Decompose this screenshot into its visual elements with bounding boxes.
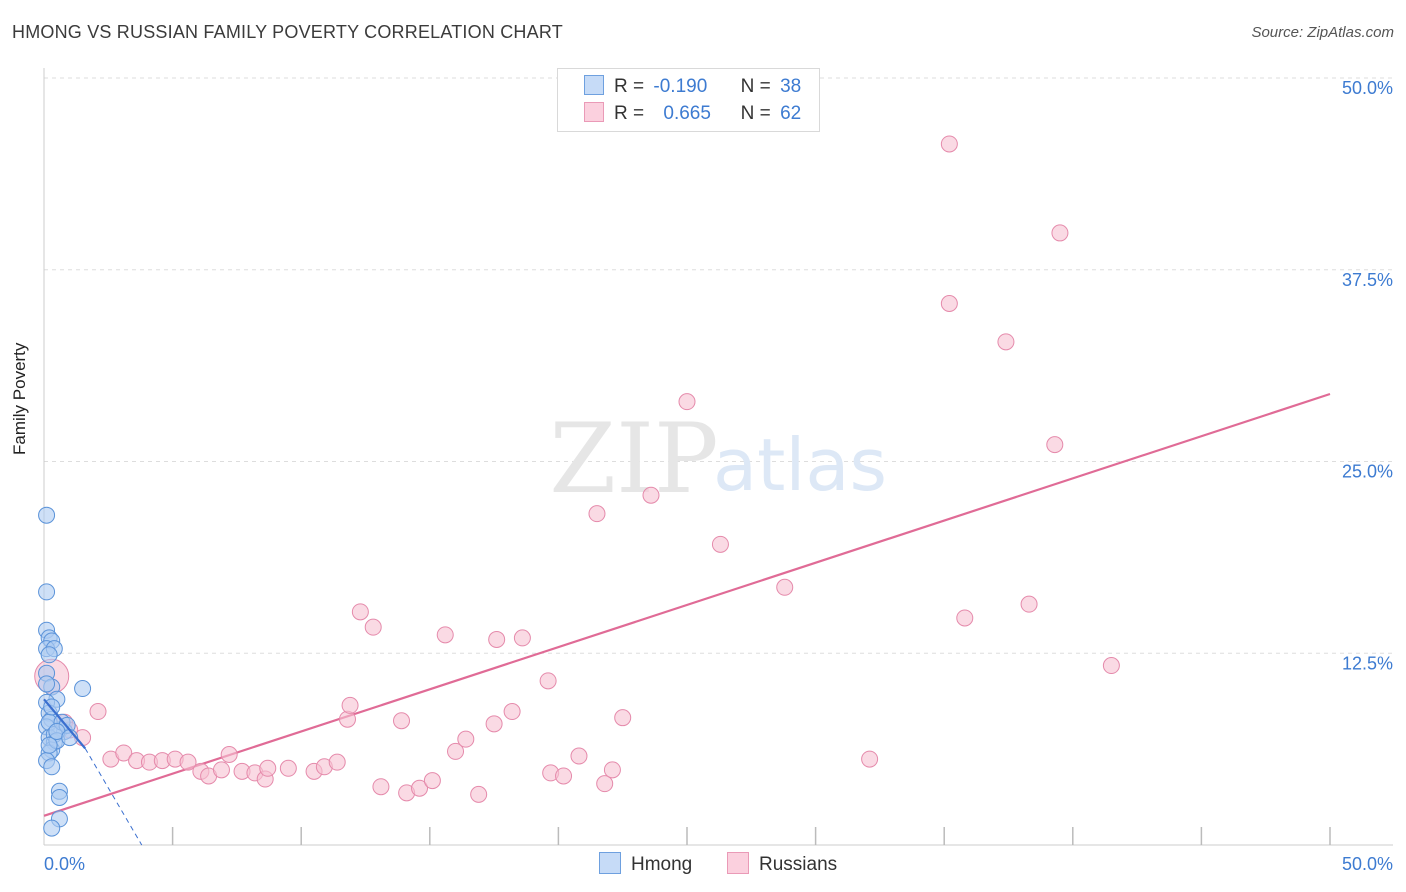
russians-point [539, 672, 557, 690]
russians-point [259, 759, 277, 777]
russians-point [220, 745, 238, 763]
x-tick-label: 50.0% [1342, 854, 1393, 874]
russians-point [488, 630, 506, 648]
russians-point [711, 535, 729, 553]
russians-point [328, 753, 346, 771]
russians-point [1020, 595, 1038, 613]
hmong-point [40, 736, 58, 754]
russians-point [1046, 436, 1064, 454]
russians-point [341, 696, 359, 714]
russians-point [997, 333, 1015, 351]
watermark-atlas: atlas [713, 423, 887, 507]
russians-point [485, 715, 503, 733]
russians-point [115, 744, 133, 762]
chart-title: HMONG VS RUSSIAN FAMILY POVERTY CORRELAT… [12, 22, 563, 42]
hmong-trend-line [43, 698, 86, 750]
russians-legend-swatch [727, 852, 749, 874]
hmong-point [38, 675, 56, 693]
russians-swatch [584, 102, 604, 122]
x-tick-label: 0.0% [44, 854, 85, 874]
legend-n-label: N = [740, 76, 771, 97]
legend-n-value-hmong: 38 [780, 76, 802, 97]
bottom-legend-hmong: Hmong [599, 852, 692, 876]
axes [43, 68, 1393, 846]
russians-point [457, 730, 475, 748]
hmong-point [43, 758, 61, 776]
hmong-legend-swatch [599, 852, 621, 874]
correlation-legend: R = -0.190 N = 38 R = 0.665 N = 62 [557, 68, 820, 132]
russians-point [940, 135, 958, 153]
russians-point [503, 703, 521, 721]
russians-point [423, 772, 441, 790]
legend-n-label: N = [740, 103, 771, 124]
hmong-point [38, 506, 56, 524]
hmong-trend [43, 698, 143, 846]
russians-point [614, 709, 632, 727]
russians-point [470, 785, 488, 803]
legend-r-value-russians: 0.665 [663, 103, 711, 124]
russians-point [364, 618, 382, 636]
watermark: ZIP atlas [549, 403, 887, 515]
bottom-legend-russians: Russians [727, 852, 837, 876]
legend-row-russians: R = 0.665 N = 62 [584, 102, 801, 128]
legend-row-hmong: R = -0.190 N = 38 [584, 75, 801, 101]
watermark-zip: ZIP [549, 403, 718, 515]
tick-labels: 12.5% 25.0% 37.5% 50.0% 0.0% 50.0% [44, 78, 1393, 874]
russians-point [351, 603, 369, 621]
russians-point [861, 750, 879, 768]
russians-point [1051, 224, 1069, 242]
russians-point [940, 294, 958, 312]
russians-point [596, 775, 614, 793]
russians-point [642, 486, 660, 504]
russians-point [393, 712, 411, 730]
russians-point [436, 626, 454, 644]
russians-point [678, 393, 696, 411]
hmong-point [74, 680, 92, 698]
y-axis-label: Family Poverty [10, 342, 29, 455]
russians-point [372, 778, 390, 796]
hmong-point [40, 646, 58, 664]
russians-point [1102, 657, 1120, 675]
russians-trend-line [43, 392, 1331, 817]
russians-point [776, 578, 794, 596]
y-tick-label: 37.5% [1342, 270, 1393, 290]
y-tick-label: 50.0% [1342, 78, 1393, 98]
hmong-legend-label: Hmong [631, 854, 693, 875]
russians-point [411, 779, 429, 797]
hmong-trend-extension [84, 748, 143, 846]
hmong-swatch [584, 75, 604, 95]
hmong-point [38, 583, 56, 601]
russians-legend-label: Russians [759, 854, 838, 875]
russians-point [603, 761, 621, 779]
russians-point [179, 753, 197, 771]
legend-r-value-hmong: -0.190 [653, 76, 708, 97]
legend-r-label: R = [614, 76, 645, 97]
russians-point [89, 703, 107, 721]
russians-point [588, 505, 606, 523]
source-label: Source: ZipAtlas.com [1251, 24, 1394, 41]
legend-r-label: R = [614, 103, 645, 124]
russians-point [570, 747, 588, 765]
y-tick-label: 25.0% [1342, 462, 1393, 482]
russians-point [279, 759, 297, 777]
russians-point [338, 710, 356, 728]
russians-point [447, 742, 465, 760]
russians-point [956, 609, 974, 627]
russians-trend [43, 392, 1331, 817]
legend-n-value-russians: 62 [780, 103, 802, 124]
hmong-point [43, 819, 61, 837]
russians-point [555, 767, 573, 785]
russians-point [212, 761, 230, 779]
hmong-point [50, 788, 68, 806]
russians-point [513, 629, 531, 647]
y-tick-label: 12.5% [1342, 653, 1393, 673]
grid [44, 77, 1393, 654]
